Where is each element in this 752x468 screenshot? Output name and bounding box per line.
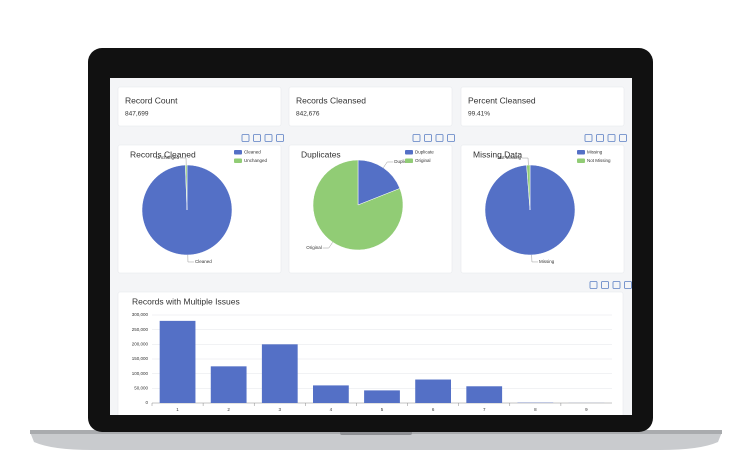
toolbar-download-icon bbox=[276, 134, 284, 142]
slice-label: Missing bbox=[539, 259, 555, 264]
legend-swatch bbox=[234, 150, 242, 155]
kpi-label: Record Count bbox=[125, 95, 178, 105]
x-tick-label: 1 bbox=[176, 407, 179, 412]
y-tick-label: 50,000 bbox=[134, 386, 148, 391]
bar bbox=[364, 390, 400, 403]
label-leader bbox=[522, 157, 529, 166]
y-tick-label: 150,000 bbox=[132, 356, 149, 361]
laptop-base bbox=[30, 432, 722, 450]
toolbar-save-icon bbox=[589, 281, 598, 289]
x-tick-label: 3 bbox=[279, 407, 282, 412]
toolbar-save-icon bbox=[584, 134, 593, 142]
kpi-value: 842,676 bbox=[296, 111, 320, 118]
y-tick-label: 250,000 bbox=[132, 327, 149, 332]
label-leader bbox=[383, 161, 394, 168]
chart-title: Missing Data bbox=[473, 149, 522, 159]
toolbar-copy-icon bbox=[253, 134, 261, 142]
card bbox=[117, 86, 282, 127]
toolbar-save-icon bbox=[241, 134, 250, 142]
legend-swatch bbox=[577, 158, 585, 163]
x-tick-label: 4 bbox=[330, 407, 333, 412]
bar bbox=[466, 386, 503, 403]
legend-swatch bbox=[234, 158, 242, 163]
toolbar-image-icon bbox=[607, 134, 616, 142]
slice-label: Not Missing bbox=[498, 155, 522, 160]
legend-label: Not Missing bbox=[587, 158, 611, 163]
legend-swatch bbox=[577, 150, 585, 155]
kpi-value: 99.41% bbox=[468, 111, 490, 118]
toolbar-download-icon bbox=[619, 134, 627, 142]
label-leader bbox=[322, 242, 333, 249]
slice-label: Duplicate bbox=[394, 159, 413, 164]
chart-title: Records with Multiple Issues bbox=[132, 296, 240, 306]
y-tick-label: 300,000 bbox=[132, 312, 149, 317]
toolbar-download-icon bbox=[447, 134, 455, 142]
x-tick-label: 7 bbox=[483, 407, 486, 412]
bar bbox=[415, 379, 451, 403]
label-leader bbox=[531, 254, 538, 263]
toolbar-image-icon bbox=[435, 134, 444, 142]
bar bbox=[159, 320, 196, 403]
screen: Record Count 847,699 Records Cleansed 842,6… bbox=[110, 78, 632, 415]
legend-swatch bbox=[405, 150, 413, 155]
toolbar-copy-icon bbox=[424, 134, 432, 142]
slice-label: Unchanged bbox=[156, 155, 180, 160]
y-tick-label: 0 bbox=[145, 400, 148, 405]
toolbar-image-icon bbox=[264, 134, 273, 142]
bar bbox=[210, 366, 247, 403]
toolbar-image-icon bbox=[612, 281, 621, 289]
y-tick-label: 200,000 bbox=[132, 342, 149, 347]
x-tick-label: 5 bbox=[381, 407, 384, 412]
label-leader bbox=[187, 254, 194, 263]
slice-label: Original bbox=[306, 245, 322, 250]
toolbar-save-icon bbox=[412, 134, 421, 142]
x-tick-label: 2 bbox=[227, 407, 230, 412]
toolbar-download-icon bbox=[624, 281, 632, 289]
toolbar-copy-icon bbox=[596, 134, 604, 142]
legend-swatch bbox=[405, 158, 413, 163]
card bbox=[460, 86, 625, 127]
pie-slice bbox=[312, 159, 404, 251]
legend-label: Missing bbox=[587, 149, 603, 154]
x-tick-label: 9 bbox=[585, 407, 588, 412]
kpi-label: Percent Cleansed bbox=[468, 95, 536, 105]
chart-title: Duplicates bbox=[301, 149, 341, 159]
kpi-value: 847,699 bbox=[125, 111, 149, 118]
slice-label: Cleaned bbox=[195, 259, 212, 264]
pie-slice bbox=[526, 164, 531, 211]
x-tick-label: 8 bbox=[534, 407, 537, 412]
kpi-label: Records Cleansed bbox=[296, 95, 366, 105]
legend-label: Cleaned bbox=[244, 149, 261, 154]
legend-label: Unchanged bbox=[244, 158, 268, 163]
label-leader bbox=[180, 157, 187, 166]
chart-title: Records Cleaned bbox=[130, 149, 196, 159]
bar bbox=[261, 344, 298, 403]
legend-label: Original bbox=[415, 158, 431, 163]
toolbar-copy-icon bbox=[601, 281, 609, 289]
y-tick-label: 100,000 bbox=[132, 371, 149, 376]
legend-label: Duplicate bbox=[415, 149, 434, 154]
bar bbox=[313, 385, 349, 403]
card bbox=[288, 86, 453, 127]
x-tick-label: 6 bbox=[432, 407, 435, 412]
